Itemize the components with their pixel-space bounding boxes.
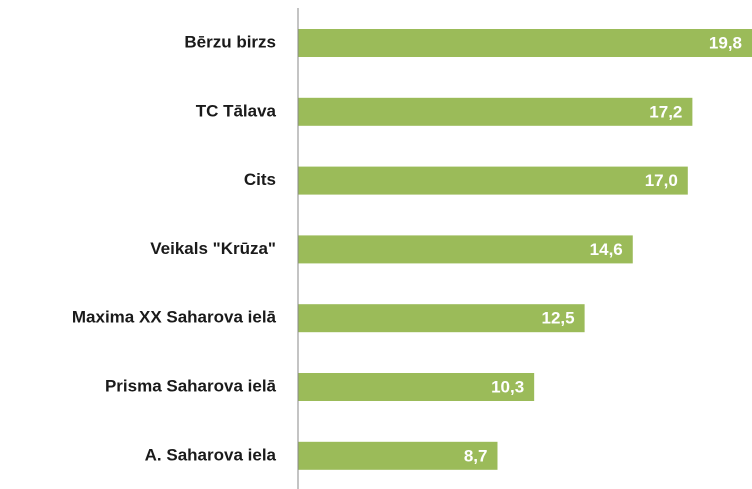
value-label: 12,5 — [542, 309, 575, 328]
bar — [298, 97, 693, 126]
value-label: 17,2 — [649, 102, 682, 121]
category-label: A. Saharova iela — [145, 445, 277, 464]
bar — [298, 304, 585, 333]
category-label: Veikals "Krūza" — [150, 239, 276, 258]
bar — [298, 373, 535, 401]
bar — [298, 441, 498, 470]
value-label: 17,0 — [645, 171, 678, 190]
bar — [298, 29, 752, 57]
category-label: Maxima XX Saharova ielā — [72, 308, 277, 327]
category-label: Bērzu birzs — [184, 32, 276, 51]
category-label: TC Tālava — [196, 101, 277, 120]
value-label: 19,8 — [709, 33, 742, 52]
category-label: Cits — [244, 170, 276, 189]
value-label: 14,6 — [590, 240, 623, 259]
category-label: Prisma Saharova ielā — [105, 376, 277, 395]
value-label: 10,3 — [491, 377, 524, 396]
value-label: 8,7 — [464, 446, 488, 465]
bar — [298, 166, 688, 195]
bar — [298, 235, 633, 264]
